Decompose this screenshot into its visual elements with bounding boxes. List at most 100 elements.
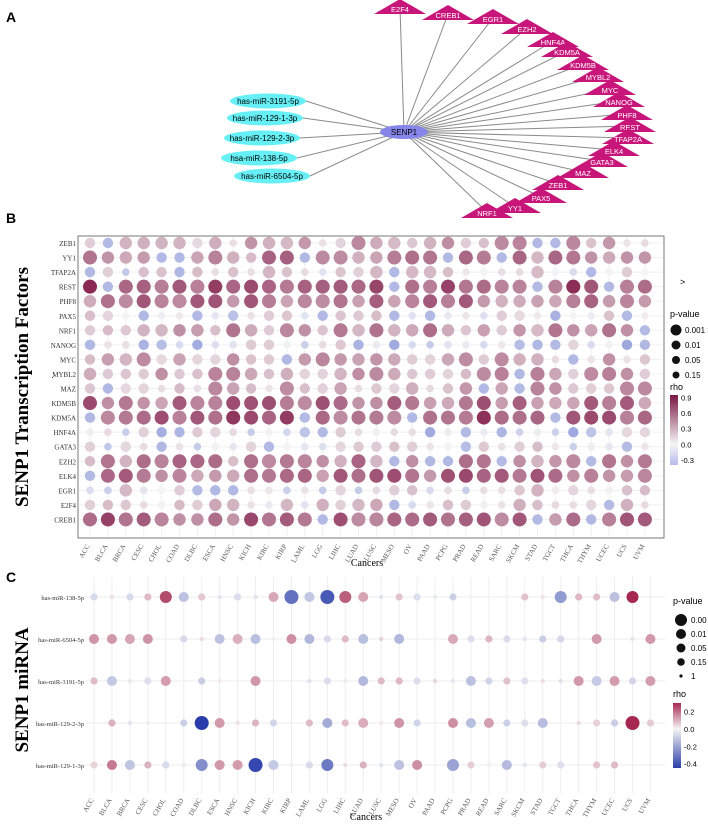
data-dot	[191, 251, 204, 264]
data-dot	[467, 761, 475, 769]
data-dot	[548, 468, 563, 483]
data-dot	[620, 251, 634, 264]
data-dot	[119, 251, 132, 264]
data-dot	[136, 410, 151, 425]
data-dot	[192, 354, 203, 365]
data-dot	[557, 635, 565, 643]
data-dot	[586, 499, 597, 511]
data-dot	[512, 396, 527, 411]
data-dot	[424, 354, 436, 365]
y-tick-label: E2F4	[61, 502, 77, 510]
x-tick-label: KICH	[237, 543, 252, 562]
data-dot	[84, 456, 96, 467]
data-dot	[136, 279, 151, 294]
data-dot	[458, 396, 473, 411]
data-dot	[585, 324, 598, 337]
data-dot	[388, 324, 401, 337]
data-dot	[602, 366, 617, 381]
data-dot	[512, 410, 527, 425]
data-dot	[157, 384, 166, 393]
data-dot	[584, 396, 599, 411]
data-dot	[530, 410, 545, 425]
data-dot	[262, 279, 276, 294]
data-dot	[576, 636, 581, 642]
data-dot	[297, 454, 312, 469]
data-dot	[512, 512, 527, 527]
x-tick-label: MESO	[384, 797, 401, 818]
data-dot	[394, 634, 405, 644]
legend-size-dot	[677, 658, 685, 666]
data-dot	[120, 383, 131, 394]
data-dot	[478, 354, 489, 365]
data-dot	[448, 634, 458, 644]
data-dot	[512, 250, 527, 265]
tf-node	[572, 67, 624, 82]
network-diagram: has-miR-3191-5p has-miR-129-1-3p has-miR-1…	[221, 0, 656, 218]
data-dot	[279, 410, 294, 425]
data-dot	[586, 426, 597, 438]
data-dot	[173, 324, 186, 337]
data-dot	[637, 468, 652, 483]
data-dot	[369, 323, 384, 338]
data-dot	[521, 719, 529, 727]
data-dot	[639, 426, 651, 438]
data-dot	[551, 442, 560, 451]
data-dot	[495, 396, 508, 410]
data-dot	[104, 428, 112, 436]
data-dot	[227, 469, 240, 482]
network-edge	[403, 131, 559, 185]
data-dot	[175, 311, 184, 320]
data-dot	[84, 339, 96, 351]
data-dot	[554, 591, 567, 603]
mirna-node-label: has-miR-3191-5p	[237, 97, 299, 106]
data-dot	[638, 396, 652, 410]
tf-dot-plot: ZEB1 YY1 TFAP2A REST PHF8 PAX5 NRF1 NANOG MYC MYB…	[51, 236, 663, 565]
data-dot	[124, 760, 135, 770]
data-dot	[558, 678, 563, 684]
data-dot	[389, 499, 400, 511]
data-dot	[227, 498, 240, 512]
tf-node-label: NANOG	[605, 98, 633, 107]
data-dot	[441, 236, 455, 250]
data-dot	[575, 593, 583, 601]
data-dot	[514, 383, 525, 394]
data-dot	[388, 367, 401, 381]
tf-node-label: ZEB1	[549, 181, 568, 190]
data-dot	[620, 367, 634, 381]
data-dot	[244, 454, 259, 469]
data-dot	[229, 442, 237, 451]
tf-node	[588, 141, 640, 156]
data-dot	[208, 512, 223, 527]
y-tick-label: TFAP2A	[51, 269, 76, 277]
data-dot	[173, 513, 186, 526]
data-dot	[441, 324, 455, 337]
data-dot	[423, 469, 437, 482]
data-dot	[244, 367, 258, 381]
data-dot	[301, 268, 309, 276]
data-dot	[232, 760, 243, 770]
data-dot	[569, 442, 578, 451]
legend-title: p-value	[673, 596, 703, 606]
data-dot	[413, 677, 421, 685]
data-dot	[244, 324, 258, 337]
data-dot	[137, 396, 150, 410]
legend-size-label: 0.15	[685, 371, 701, 380]
data-dot	[210, 354, 221, 365]
data-dot	[460, 499, 472, 511]
data-dot	[199, 636, 204, 642]
tf-node	[374, 0, 426, 14]
data-dot	[486, 762, 492, 768]
mirna-node-label: hsa-miR-138-5p	[230, 154, 288, 163]
data-dot	[584, 279, 599, 294]
data-dot	[549, 455, 562, 468]
data-dot	[118, 512, 133, 527]
data-dot	[83, 367, 97, 381]
legend-colorbar-tick: -0.4	[684, 760, 697, 769]
data-dot	[84, 354, 96, 365]
data-dot	[279, 250, 294, 265]
stray-gt-mark: >	[680, 277, 685, 287]
data-dot	[522, 636, 527, 642]
data-dot	[637, 454, 652, 469]
data-dot	[174, 499, 185, 511]
data-dot	[305, 761, 313, 769]
